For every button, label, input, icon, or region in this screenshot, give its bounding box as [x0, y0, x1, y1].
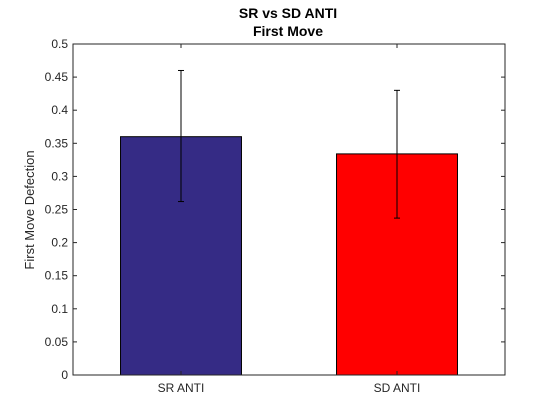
y-tick-label: 0.3 [51, 169, 68, 183]
chart-title: SR vs SD ANTI [239, 5, 337, 21]
y-tick-label: 0.1 [51, 302, 68, 316]
y-tick-label: 0.2 [51, 236, 68, 250]
chart-subtitle: First Move [253, 23, 323, 39]
y-axis: 0 0.05 0.1 0.15 0.2 0.25 0.3 0.35 0.4 0.45 0.5 [45, 37, 505, 382]
y-tick-label: 0.35 [45, 136, 69, 150]
error-bar-sd-anti [394, 89, 400, 219]
y-tick-label: 0.45 [45, 70, 69, 84]
x-tick-label: SR ANTI [158, 381, 205, 395]
y-tick-label: 0.25 [45, 203, 69, 217]
x-axis: SR ANTI SD ANTI [158, 44, 421, 395]
error-bar-sr-anti [178, 69, 184, 203]
error-bars-layer [178, 69, 400, 219]
y-tick-label: 0.05 [45, 335, 69, 349]
y-tick-label: 0 [61, 368, 68, 382]
x-tick-label: SD ANTI [374, 381, 421, 395]
y-axis-label: First Move Defection [22, 150, 37, 269]
y-tick-label: 0.4 [51, 103, 68, 117]
y-tick-label: 0.15 [45, 269, 69, 283]
y-tick-label: 0.5 [51, 37, 68, 51]
